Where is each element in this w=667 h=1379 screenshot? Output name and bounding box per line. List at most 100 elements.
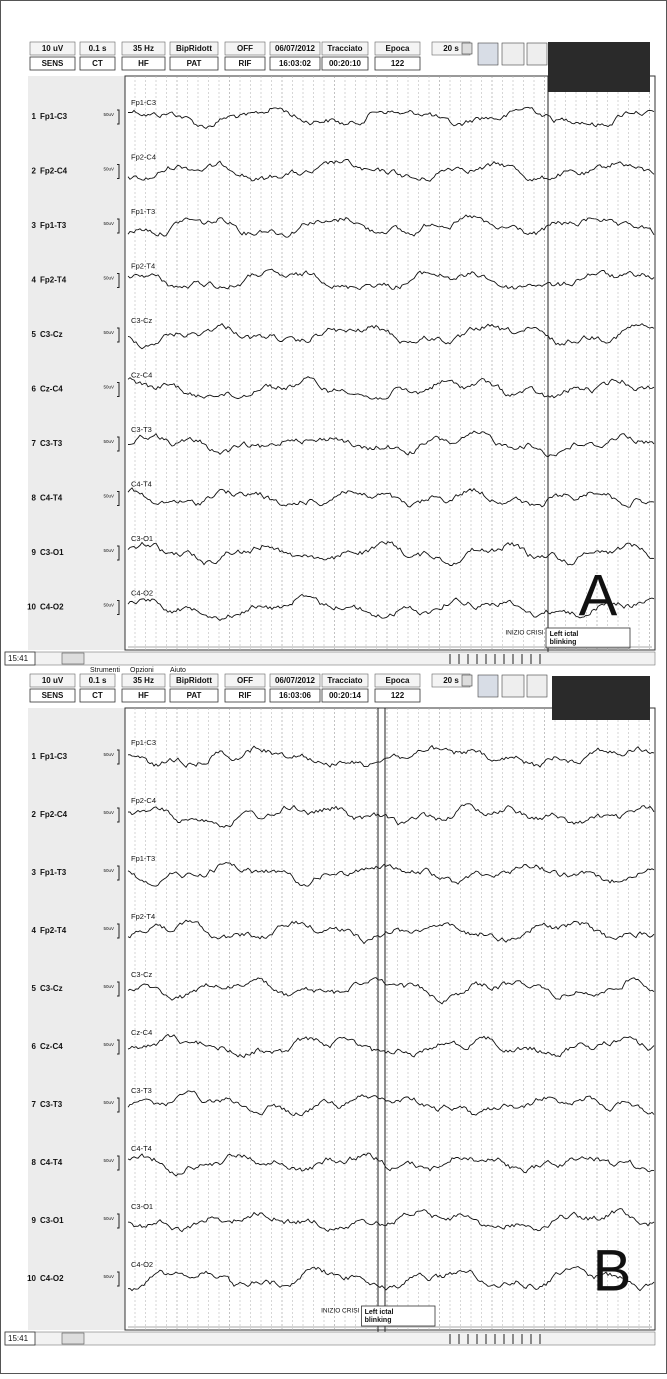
toolbar-field[interactable] — [374, 56, 421, 71]
scale-bar — [117, 1271, 120, 1287]
label-column — [28, 76, 125, 650]
toolbar-field[interactable] — [121, 673, 166, 688]
toolbar-icon[interactable] — [477, 674, 499, 698]
toolbar-value: Epoca — [385, 44, 410, 53]
toolbar-icon[interactable] — [501, 42, 525, 66]
scale-bar — [117, 218, 120, 234]
trace-area — [124, 707, 656, 1331]
toolbar-value: SENS — [42, 691, 64, 700]
channel-name: Fp2-C4 — [40, 167, 68, 176]
trace-label: Cz-C4 — [131, 370, 152, 379]
channel-number: 10 — [27, 1274, 36, 1283]
toolbar-field[interactable] — [374, 41, 421, 56]
dropdown-button[interactable] — [461, 42, 473, 55]
toolbar-value: OFF — [237, 676, 253, 685]
toolbar-value: 0.1 s — [89, 44, 107, 53]
eeg-trace — [127, 1090, 655, 1117]
toolbar-value: 20 s — [443, 676, 459, 685]
scale-bar — [117, 1097, 120, 1113]
toolbar-field[interactable] — [224, 56, 266, 71]
toolbar-field[interactable] — [79, 41, 116, 56]
toolbar-field[interactable] — [269, 673, 321, 688]
channel-scale: 50uV — [103, 603, 114, 608]
toolbar-field[interactable] — [29, 41, 76, 56]
toolbar-field[interactable] — [224, 688, 266, 703]
toolbar-field[interactable] — [79, 688, 116, 703]
eeg-trace — [127, 977, 655, 1005]
channel-number: 2 — [32, 810, 37, 819]
toolbar-field[interactable] — [321, 41, 369, 56]
toolbar-field[interactable] — [79, 56, 116, 71]
scroll-button[interactable] — [61, 1332, 85, 1345]
scale-bar — [117, 923, 120, 939]
toolbar-field[interactable] — [79, 673, 116, 688]
toolbar-field[interactable] — [374, 673, 421, 688]
event-label: Left ictal — [550, 631, 579, 638]
toolbar-field[interactable] — [321, 673, 369, 688]
toolbar-field[interactable] — [321, 56, 369, 71]
toolbar-field[interactable] — [169, 41, 219, 56]
channel-number: 9 — [32, 1216, 37, 1225]
menu-item[interactable]: Aiuto — [170, 667, 186, 674]
channel-number: 7 — [32, 1100, 37, 1109]
toolbar-field[interactable] — [29, 56, 76, 71]
scale-bar — [117, 491, 120, 506]
toolbar-icon[interactable] — [501, 674, 525, 698]
toolbar-value: 10 uV — [42, 676, 64, 685]
channel-number: 10 — [27, 603, 36, 612]
status-bar — [4, 651, 656, 666]
scroll-button[interactable] — [61, 652, 85, 665]
toolbar-field[interactable] — [374, 688, 421, 703]
channel-number: 1 — [32, 112, 37, 121]
menu-item[interactable]: Opzioni — [130, 667, 154, 674]
eeg-trace — [127, 1152, 655, 1177]
trace-label: Fp2-C4 — [131, 796, 156, 805]
channel-scale: 50uV — [103, 330, 114, 335]
toolbar-field[interactable] — [269, 688, 321, 703]
toolbar-field[interactable] — [269, 41, 321, 56]
eeg-trace — [127, 159, 655, 182]
event-label: blinking — [550, 639, 577, 646]
toolbar-field[interactable] — [29, 673, 76, 688]
toolbar-value: 122 — [391, 691, 405, 700]
toolbar-value: 35 Hz — [133, 676, 154, 685]
eeg-trace — [127, 803, 655, 828]
trace-label: Fp1-T3 — [131, 854, 155, 863]
channel-number: 8 — [32, 1158, 37, 1167]
dropdown-button[interactable] — [461, 674, 473, 687]
toolbar-icon[interactable] — [526, 42, 548, 66]
redacted-area — [552, 676, 650, 720]
channel-number: 8 — [32, 494, 37, 503]
toolbar-field[interactable] — [224, 673, 266, 688]
trace-label: C3-O1 — [131, 1202, 153, 1211]
toolbar-value: 00:20:14 — [329, 691, 362, 700]
scale-bar — [117, 1213, 120, 1229]
menu-item[interactable]: Strumenti — [90, 667, 120, 674]
toolbar-value: HF — [138, 59, 149, 68]
toolbar-field[interactable] — [169, 56, 219, 71]
toolbar-field[interactable] — [169, 688, 219, 703]
channel-scale: 50uV — [103, 926, 114, 931]
toolbar-field[interactable] — [224, 41, 266, 56]
toolbar-field[interactable] — [121, 41, 166, 56]
channel-name: Cz-C4 — [40, 385, 63, 394]
eeg-trace — [127, 744, 655, 769]
toolbar-icon[interactable] — [477, 42, 499, 66]
channel-name: C3-Cz — [40, 330, 63, 339]
toolbar-field[interactable] — [121, 688, 166, 703]
toolbar-value: CT — [92, 59, 103, 68]
toolbar-field[interactable] — [29, 688, 76, 703]
toolbar-field[interactable] — [121, 56, 166, 71]
toolbar-value: Epoca — [385, 676, 410, 685]
scale-bar — [117, 327, 120, 343]
trace-label: C3-O1 — [131, 534, 153, 543]
time-field — [4, 651, 36, 666]
toolbar-field[interactable] — [169, 673, 219, 688]
toolbar-value: PAT — [187, 691, 202, 700]
eeg-panel: Strumenti Opzioni Aiuto 10 uV 0.1 s 35 Hz BipR… — [4, 667, 656, 1346]
toolbar-field[interactable] — [269, 56, 321, 71]
toolbar-icon[interactable] — [526, 674, 548, 698]
scale-bar — [117, 865, 120, 881]
toolbar-field[interactable] — [321, 688, 369, 703]
